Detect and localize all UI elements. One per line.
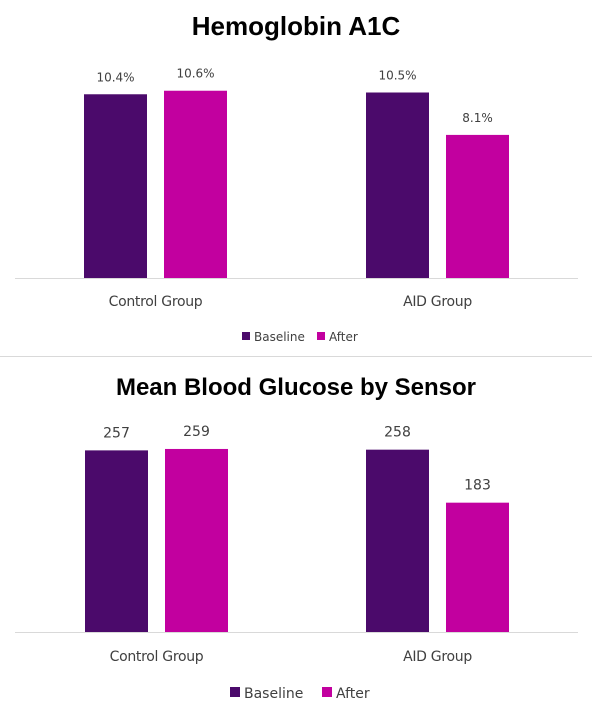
bar-baseline-1 <box>366 92 429 278</box>
category-label: AID Group <box>403 649 472 665</box>
mean-blood-glucose-chart: Mean Blood Glucose by Sensor 257 259 Contro… <box>0 358 592 712</box>
data-label: 10.5% <box>378 69 416 83</box>
legend-label-baseline: Baseline <box>254 330 305 344</box>
category-label: AID Group <box>403 294 472 310</box>
legend-swatch-after <box>322 687 332 697</box>
chart-svg: Mean Blood Glucose by Sensor 257 259 Contro… <box>15 374 578 702</box>
bar-baseline-0 <box>85 450 148 632</box>
bar-baseline-1 <box>366 449 429 632</box>
legend-swatch-baseline <box>230 687 240 697</box>
chart-divider <box>0 356 592 357</box>
hemoglobin-a1c-chart: Hemoglobin A1C 10.4% 10.6% Control Group 10.… <box>15 11 578 344</box>
data-label: 10.6% <box>176 67 214 81</box>
data-label: 258 <box>384 425 411 441</box>
bar-after-1 <box>446 502 509 632</box>
bar-after-0 <box>164 90 227 278</box>
legend-swatch-after <box>317 332 325 340</box>
data-label: 8.1% <box>462 111 493 125</box>
data-label: 259 <box>183 424 210 440</box>
data-label: 10.4% <box>96 70 134 84</box>
legend-label-after: After <box>336 686 370 702</box>
legend-swatch-baseline <box>242 332 250 340</box>
data-label: 183 <box>464 478 491 494</box>
chart-svg: Hemoglobin A1C 10.4% 10.6% Control Group 10.… <box>15 11 578 344</box>
category-label: Control Group <box>109 294 203 310</box>
bar-after-1 <box>446 134 509 278</box>
legend-label-after: After <box>329 330 358 344</box>
bar-after-0 <box>165 448 228 632</box>
data-label: 257 <box>103 425 130 441</box>
legend-label-baseline: Baseline <box>244 686 303 702</box>
bar-baseline-0 <box>84 94 147 279</box>
chart-title: Mean Blood Glucose by Sensor <box>116 374 476 401</box>
chart-title: Hemoglobin A1C <box>192 11 401 41</box>
category-label: Control Group <box>110 649 204 665</box>
